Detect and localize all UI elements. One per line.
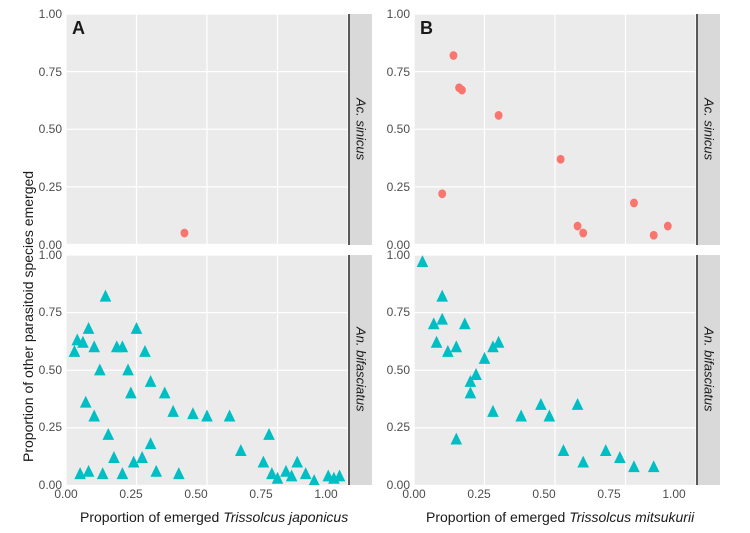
x-tick: 0.50 [532,487,555,501]
x-axis-label-b: Proportion of emerged Trissolcus mitsuku… [426,509,694,525]
y-tick: 0.50 [39,122,62,136]
y-tick: 0.25 [39,420,62,434]
x-tick: 1.00 [314,487,337,501]
y-tick: 0.75 [387,65,410,79]
y-tick: 1.00 [387,248,410,262]
y-tick: 0.75 [39,65,62,79]
y-tick: 0.25 [387,180,410,194]
scatter-plot [66,14,348,245]
y-tick: 0.25 [387,420,410,434]
x-tick: 0.75 [597,487,620,501]
scatter-plot [66,255,348,486]
x-tick: 1.00 [662,487,685,501]
x-tick: 0.00 [54,487,77,501]
x-tick: 0.00 [402,487,425,501]
y-tick: 0.25 [39,180,62,194]
x-tick: 0.25 [119,487,142,501]
plot-b-an-bifasciatus: 0.000.250.500.751.00 0.000.250.500.751.0… [414,255,696,486]
panel-letter-b: B [420,18,433,39]
facet-strip-an-bifasciatus: An. bifasciatus [696,255,720,486]
panel-letter-a: A [72,18,85,39]
plot-a-an-bifasciatus: 0.000.250.500.751.00 0.000.250.500.751.0… [66,255,348,486]
panel-b-bottom-row: 0.000.250.500.751.00 0.000.250.500.751.0… [414,255,720,486]
y-tick: 0.50 [39,363,62,377]
y-tick: 0.75 [387,305,410,319]
y-tick: 0.50 [387,122,410,136]
panel-column-a: A 0.000.250.500.751.00 Ac. sinicus 0.000… [66,14,372,485]
scatter-plot [414,14,696,245]
figure-root: Proportion of other parasitoid species e… [0,0,750,533]
y-tick: 1.00 [387,7,410,21]
plot-a-ac-sinicus: 0.000.250.500.751.00 [66,14,348,245]
panel-b-top-row: 0.000.250.500.751.00 Ac. sinicus [414,14,720,245]
y-tick: 1.00 [39,248,62,262]
y-tick: 0.75 [39,305,62,319]
y-tick: 1.00 [39,7,62,21]
panel-a-top-row: 0.000.250.500.751.00 Ac. sinicus [66,14,372,245]
x-tick: 0.25 [467,487,490,501]
scatter-plot [414,255,696,486]
facet-strip-an-bifasciatus: An. bifasciatus [348,255,372,486]
x-tick: 0.75 [249,487,272,501]
plot-b-ac-sinicus: 0.000.250.500.751.00 [414,14,696,245]
facet-strip-ac-sinicus: Ac. sinicus [348,14,372,245]
panel-column-b: B 0.000.250.500.751.00 Ac. sinicus 0.000… [414,14,720,485]
x-axis-label-a: Proportion of emerged Trissolcus japonic… [80,509,348,525]
x-tick: 0.50 [184,487,207,501]
facet-strip-ac-sinicus: Ac. sinicus [696,14,720,245]
y-tick: 0.50 [387,363,410,377]
panel-a-bottom-row: 0.000.250.500.751.00 0.000.250.500.751.0… [66,255,372,486]
